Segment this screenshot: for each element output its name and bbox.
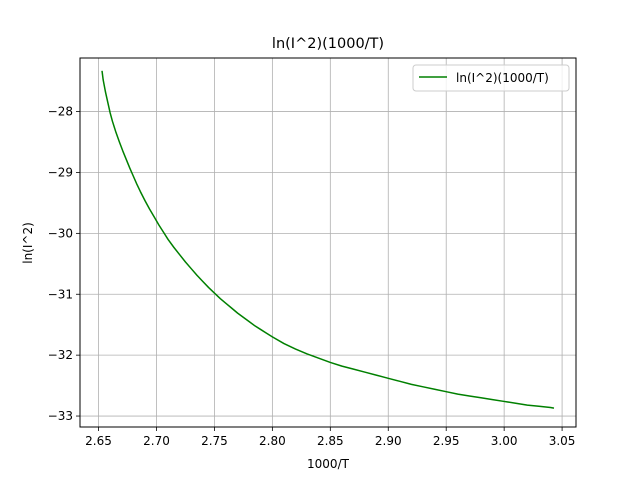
x-axis: 2.65 2.70 2.75 2.80 2.85 2.90 2.95 3.00 3.05 (85, 427, 575, 448)
series-line (101, 70, 555, 409)
plot-area (101, 70, 555, 409)
grid-lines (80, 58, 576, 427)
y-axis-label: ln(I^2) (21, 222, 35, 264)
x-tick-label: 2.90 (375, 434, 402, 448)
x-tick-label: 2.65 (85, 434, 112, 448)
x-tick-label: 2.70 (143, 434, 170, 448)
y-tick-label: −31 (48, 287, 73, 301)
x-tick-label: 3.00 (491, 434, 518, 448)
x-tick-label: 2.85 (317, 434, 344, 448)
x-axis-label: 1000/T (307, 457, 350, 471)
y-tick-label: −32 (48, 348, 73, 362)
y-tick-label: −28 (48, 105, 73, 119)
y-axis: −28 −29 −30 −31 −32 −33 (48, 105, 80, 423)
y-tick-label: −29 (48, 165, 73, 179)
x-tick-label: 2.80 (259, 434, 286, 448)
chart-title: ln(I^2)(1000/T) (272, 36, 384, 52)
axes-frame (79, 57, 577, 428)
y-tick-label: −33 (48, 409, 73, 423)
y-tick-label: −30 (48, 226, 73, 240)
x-tick-label: 2.95 (433, 434, 460, 448)
legend: ln(I^2)(1000/T) (412, 64, 570, 92)
legend-box (412, 64, 570, 92)
legend-label: ln(I^2)(1000/T) (456, 71, 549, 85)
x-tick-label: 2.75 (201, 434, 228, 448)
x-tick-label: 3.05 (549, 434, 576, 448)
